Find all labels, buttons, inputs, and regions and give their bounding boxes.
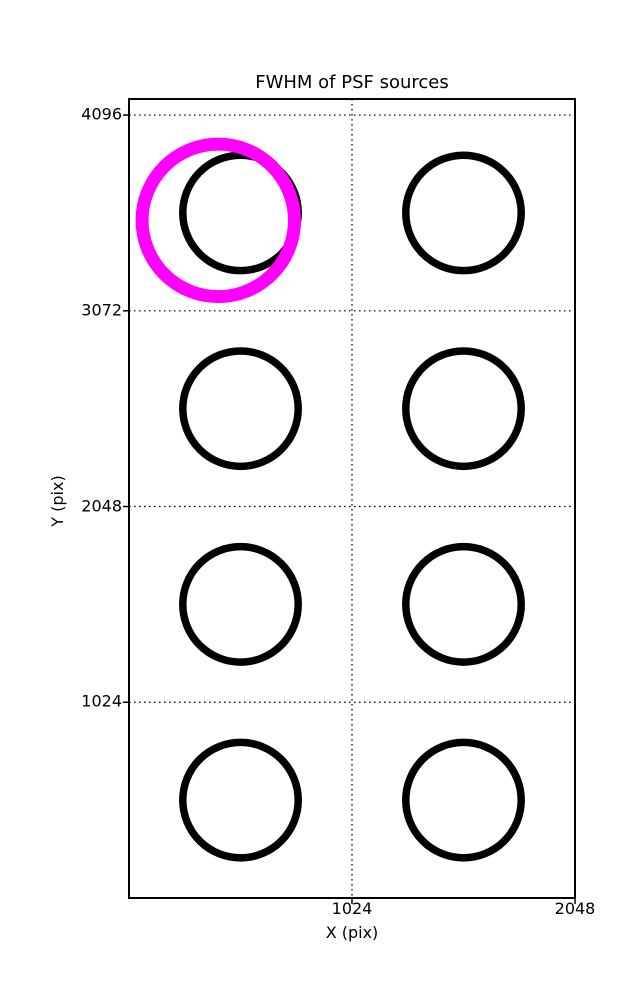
x-tick-label: 1024 [331,899,373,918]
y-axis-label: Y (pix) [48,475,67,527]
psf-sources-marker [179,738,302,862]
psf-sources-marker [402,151,525,275]
y-tick-label: 3072 [81,300,122,320]
psf-sources-marker [402,738,525,862]
psf-sources-marker [402,347,525,471]
axes-border [128,98,576,899]
psf-sources-marker [402,542,525,666]
psf-sources-marker [179,347,302,471]
y-tick-label: 2048 [81,496,122,516]
chart-title: FWHM of PSF sources [255,72,449,93]
psf-sources-marker [179,542,302,666]
x-axis-label: X (pix) [325,923,379,942]
y-tick-label: 4096 [81,104,122,124]
x-tick-label: 2048 [554,899,596,918]
highlighted-source-marker [135,137,302,304]
y-tick-label: 1024 [81,691,122,711]
